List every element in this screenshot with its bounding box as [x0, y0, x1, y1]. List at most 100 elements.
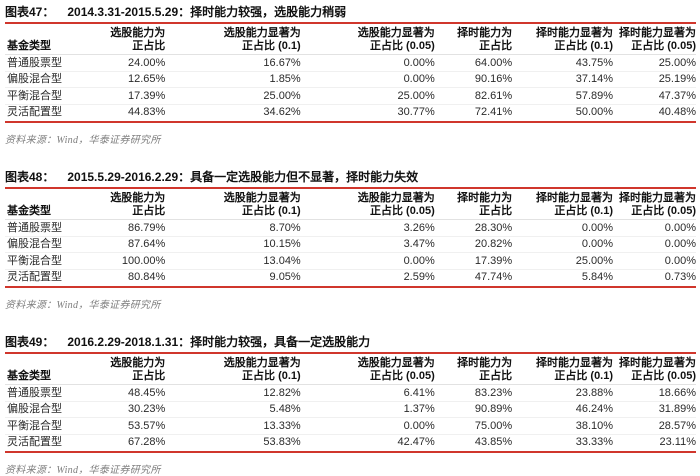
- fund-type-cell: 普通股票型: [5, 219, 99, 237]
- value-cell: 9.05%: [269, 271, 301, 283]
- table-row: 偏股混合型 87.64% 10.15% 3.47% 20.82% 0.00% 0.00%: [5, 236, 696, 253]
- value-cell: 46.24%: [512, 401, 614, 418]
- figure-label: 图表49：: [5, 335, 55, 349]
- value-cell: 30.23%: [98, 401, 166, 418]
- value-cell: 53.83%: [263, 436, 301, 448]
- table-row: 平衡混合型 100.00% 13.04% 0.00% 17.39% 25.00% 0.00%: [5, 252, 696, 270]
- value-cell: 64.00%: [434, 54, 513, 72]
- value-cell: 38.10%: [512, 417, 614, 435]
- value-cell: 47.37%: [613, 87, 696, 105]
- table-row: 普通股票型 48.45% 12.82% 6.41% 83.23% 23.88% 18.66%: [5, 384, 696, 402]
- value-cell: 90.89%: [434, 401, 513, 418]
- value-cell: 13.04%: [165, 252, 301, 270]
- table-row: 平衡混合型 17.39% 25.00% 25.00% 82.61% 57.89% 47.37…: [5, 87, 696, 105]
- value-cell: 0.73%: [664, 271, 696, 283]
- table-row: 灵活配置型 80.84% 9.05% 2.59% 47.74% 5.84% 0.73%: [5, 269, 696, 285]
- column-header: 择时能力显著为 正占比 (0.05): [613, 189, 696, 220]
- value-cell: 34.62%: [263, 106, 301, 118]
- column-header: 择时能力显著为 正占比 (0.1): [512, 189, 614, 220]
- value-cell: 80.84%: [127, 271, 166, 283]
- fund-type-cell: 普通股票型: [5, 54, 99, 72]
- column-header: 选股能力为 正占比: [98, 189, 166, 220]
- table-row: 平衡混合型 53.57% 13.33% 0.00% 75.00% 38.10% 28.57%: [5, 417, 696, 435]
- value-cell: 57.89%: [512, 87, 614, 105]
- value-cell: 33.33%: [575, 436, 614, 448]
- value-cell: 17.39%: [98, 87, 166, 105]
- fund-type-cell: 偏股混合型: [5, 236, 99, 253]
- column-header: 选股能力显著为 正占比 (0.1): [165, 354, 301, 385]
- table-bottom-rule: [5, 286, 696, 288]
- value-cell: 31.89%: [613, 401, 696, 418]
- figure-caption: 2014.3.31-2015.5.29：择时能力较强，选股能力稍弱: [67, 5, 347, 19]
- fund-type-cell: 平衡混合型: [5, 417, 99, 435]
- value-cell: 23.11%: [659, 436, 697, 448]
- fund-type-cell: 灵活配置型: [7, 106, 62, 118]
- value-cell: 25.00%: [613, 54, 696, 72]
- value-cell: 20.82%: [434, 236, 513, 253]
- value-cell: 25.00%: [300, 87, 435, 105]
- column-header: 择时能力显著为 正占比 (0.1): [512, 24, 614, 55]
- table-bottom-rule: [5, 121, 696, 123]
- column-header: 择时能力显著为 正占比 (0.05): [613, 354, 696, 385]
- value-cell: 43.85%: [474, 436, 513, 448]
- value-cell: 1.85%: [165, 71, 301, 88]
- value-cell: 0.00%: [512, 236, 614, 253]
- fund-type-cell: 灵活配置型: [7, 271, 62, 283]
- column-header-fund-type: 基金类型: [5, 189, 99, 220]
- value-cell: 0.00%: [300, 54, 435, 72]
- value-cell: 0.00%: [512, 219, 614, 237]
- data-table: 基金类型 选股能力为 正占比 选股能力显著为 正占比 (0.1) 选股能力显著为 正占…: [5, 354, 696, 450]
- value-cell: 12.65%: [98, 71, 166, 88]
- figure-caption: 2015.5.29-2016.2.29：具备一定选股能力但不显著，择时能力失效: [67, 170, 419, 184]
- column-header: 择时能力显著为 正占比 (0.05): [613, 24, 696, 55]
- value-cell: 50.00%: [575, 106, 614, 118]
- value-cell: 48.45%: [98, 384, 166, 402]
- column-header: 选股能力显著为 正占比 (0.05): [300, 189, 435, 220]
- value-cell: 1.37%: [300, 401, 435, 418]
- value-cell: 43.75%: [512, 54, 614, 72]
- value-cell: 100.00%: [98, 252, 166, 270]
- fund-type-cell: 偏股混合型: [5, 71, 99, 88]
- value-cell: 30.77%: [397, 106, 435, 118]
- value-cell: 37.14%: [512, 71, 614, 88]
- value-cell: 44.83%: [127, 106, 166, 118]
- fund-type-cell: 平衡混合型: [5, 252, 99, 270]
- value-cell: 24.00%: [98, 54, 166, 72]
- figure-label: 图表47：: [5, 5, 55, 19]
- column-header: 择时能力为 正占比: [434, 24, 513, 55]
- figure-48-block: 图表48： 2015.5.29-2016.2.29：具备一定选股能力但不显著，择…: [5, 171, 696, 311]
- value-cell: 6.41%: [300, 384, 435, 402]
- source-note: 资料来源：Wind，华泰证券研究所: [5, 465, 161, 476]
- value-cell: 3.47%: [300, 236, 435, 253]
- figure-title: 图表49： 2016.2.29-2018.1.31：择时能力较强，具备一定选股能…: [5, 336, 696, 354]
- value-cell: 17.39%: [434, 252, 513, 270]
- source-note: 资料来源：Wind，华泰证券研究所: [5, 135, 161, 146]
- value-cell: 13.33%: [165, 417, 301, 435]
- column-header-fund-type: 基金类型: [5, 24, 99, 55]
- table-row: 普通股票型 24.00% 16.67% 0.00% 64.00% 43.75% 25.00%: [5, 54, 696, 72]
- column-header: 选股能力为 正占比: [98, 354, 166, 385]
- figure-49-block: 图表49： 2016.2.29-2018.1.31：择时能力较强，具备一定选股能…: [5, 336, 696, 476]
- value-cell: 75.00%: [434, 417, 513, 435]
- value-cell: 28.30%: [434, 219, 513, 237]
- header-row: 基金类型 选股能力为 正占比 选股能力显著为 正占比 (0.1) 选股能力显著为 正占…: [5, 354, 696, 385]
- value-cell: 40.48%: [658, 106, 696, 118]
- table-row: 偏股混合型 12.65% 1.85% 0.00% 90.16% 37.14% 25.19%: [5, 71, 696, 88]
- column-header: 选股能力显著为 正占比 (0.1): [165, 189, 301, 220]
- value-cell: 5.84%: [581, 271, 614, 283]
- value-cell: 82.61%: [434, 87, 513, 105]
- fund-type-cell: 普通股票型: [5, 384, 99, 402]
- value-cell: 2.59%: [403, 271, 435, 283]
- column-header: 择时能力为 正占比: [434, 354, 513, 385]
- figure-label: 图表48：: [5, 170, 55, 184]
- value-cell: 0.00%: [300, 71, 435, 88]
- value-cell: 72.41%: [474, 106, 513, 118]
- value-cell: 0.00%: [300, 252, 435, 270]
- value-cell: 23.88%: [512, 384, 614, 402]
- value-cell: 12.82%: [165, 384, 301, 402]
- value-cell: 5.48%: [165, 401, 301, 418]
- value-cell: 47.74%: [474, 271, 513, 283]
- value-cell: 25.00%: [512, 252, 614, 270]
- value-cell: 42.47%: [397, 436, 435, 448]
